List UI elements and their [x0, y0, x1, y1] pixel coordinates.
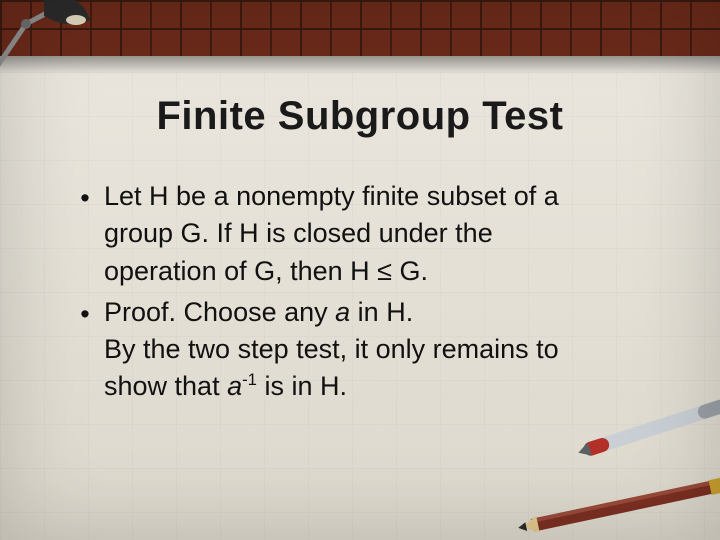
- text-line: group G. If H is closed under the: [104, 218, 493, 248]
- bullet-marker: •: [78, 294, 92, 406]
- bullet-item: • Proof. Choose any a in H. By the two s…: [78, 294, 672, 406]
- bullet-item: • Let H be a nonempty finite subset of a…: [78, 178, 672, 290]
- slide-body: • Let H be a nonempty finite subset of a…: [78, 178, 672, 410]
- text-line: in H.: [350, 297, 413, 327]
- slide: Finite Subgroup Test • Let H be a nonemp…: [0, 0, 720, 540]
- text-line: By the two step test, it only remains to: [104, 334, 559, 364]
- brick-header: [0, 0, 720, 56]
- bullet-text: Let H be a nonempty finite subset of a g…: [104, 178, 672, 290]
- italic-var: a: [227, 371, 242, 401]
- text-line: Let H be a nonempty finite subset of a: [104, 181, 559, 211]
- italic-var: a: [335, 297, 350, 327]
- bullet-text: Proof. Choose any a in H. By the two ste…: [104, 294, 672, 406]
- text-line: operation of G, then H ≤ G.: [104, 256, 428, 286]
- bullet-marker: •: [78, 178, 92, 290]
- text-line: Proof. Choose any: [104, 297, 335, 327]
- text-line: is in H.: [257, 371, 347, 401]
- text-line: show that: [104, 371, 227, 401]
- superscript: -1: [242, 370, 257, 389]
- slide-title: Finite Subgroup Test: [0, 94, 720, 139]
